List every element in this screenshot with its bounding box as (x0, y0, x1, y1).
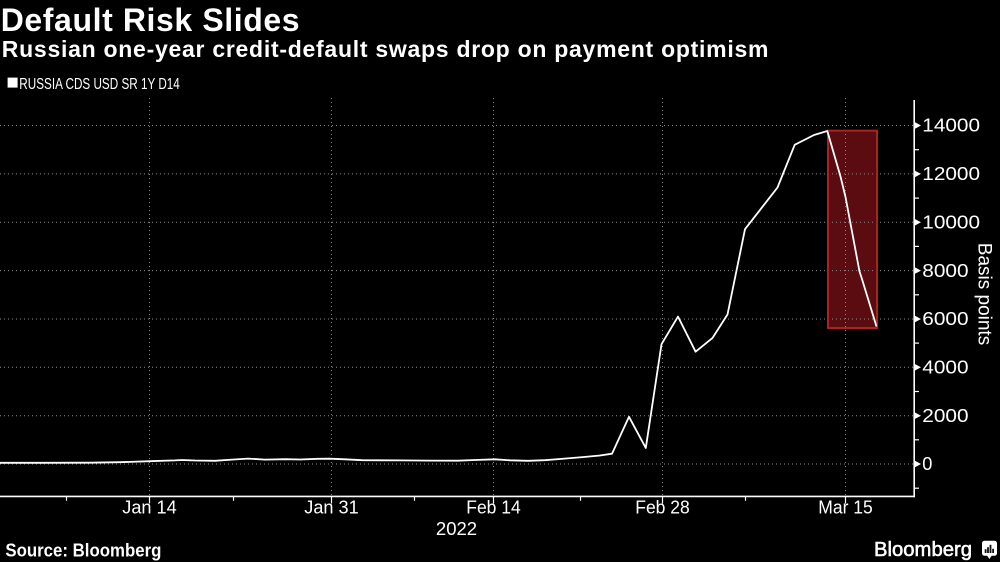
svg-text:Jan 14: Jan 14 (122, 498, 177, 518)
svg-text:10000: 10000 (922, 213, 980, 233)
svg-text:Feb 14: Feb 14 (466, 498, 521, 518)
svg-text:Feb 28: Feb 28 (635, 498, 690, 518)
svg-text:Basis points: Basis points (974, 243, 995, 345)
svg-text:2000: 2000 (922, 406, 968, 426)
svg-text:RUSSIA CDS USD SR 1Y D14: RUSSIA CDS USD SR 1Y D14 (19, 76, 180, 93)
svg-text:Bloomberg: Bloomberg (874, 538, 972, 561)
svg-text:14000: 14000 (922, 116, 980, 136)
svg-text:Mar 15: Mar 15 (818, 498, 873, 518)
svg-text:8000: 8000 (922, 261, 968, 281)
svg-text:Russian one-year credit-defaul: Russian one-year credit-default swaps dr… (2, 36, 769, 62)
svg-text:Default Risk Slides: Default Risk Slides (1, 2, 301, 38)
svg-text:2022: 2022 (436, 518, 477, 539)
svg-text:Jan 31: Jan 31 (304, 498, 359, 518)
svg-text:12000: 12000 (922, 164, 980, 184)
svg-text:6000: 6000 (922, 309, 968, 329)
svg-text:0: 0 (922, 454, 932, 474)
svg-text:4000: 4000 (922, 358, 968, 378)
svg-text:Source: Bloomberg: Source: Bloomberg (5, 541, 161, 561)
